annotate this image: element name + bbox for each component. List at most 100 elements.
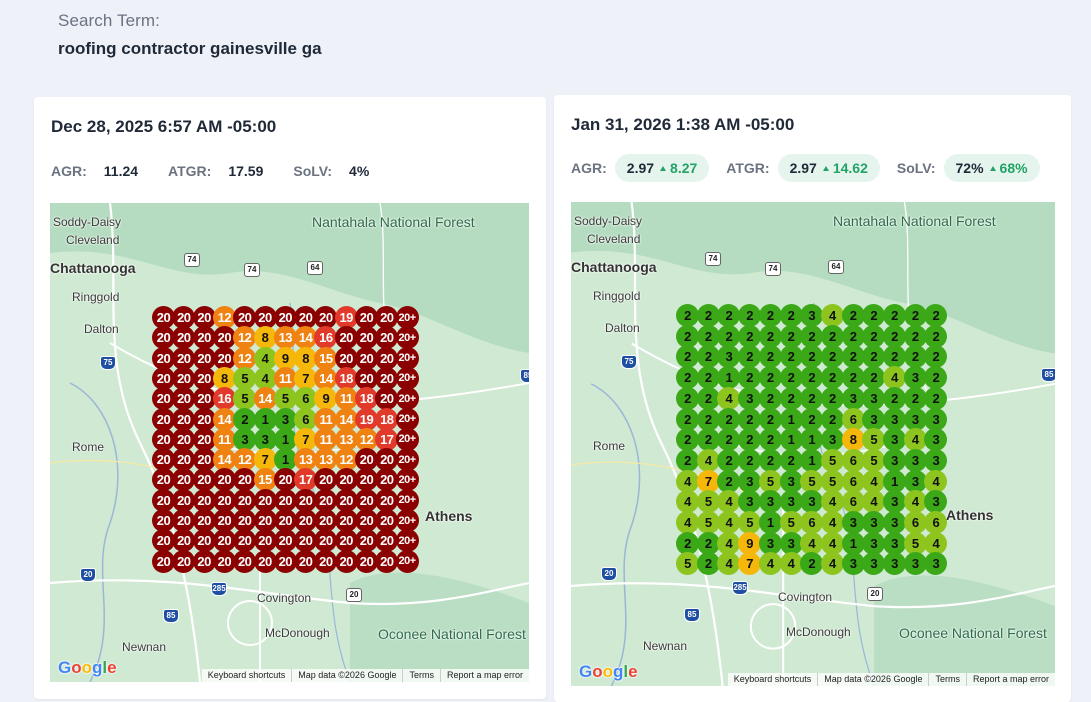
rank-pin[interactable]: 20 [294, 529, 318, 553]
rank-pin[interactable]: 20 [273, 468, 297, 492]
rank-pin[interactable]: 20 [355, 326, 378, 350]
rank-pin[interactable]: 3 [717, 345, 741, 369]
rank-pin[interactable]: 4 [903, 428, 927, 452]
rank-pin[interactable]: 4 [696, 448, 720, 472]
rank-pin[interactable]: 3 [883, 490, 906, 514]
rank-pin[interactable]: 5 [696, 490, 720, 514]
rank-pin[interactable]: 20 [152, 366, 175, 390]
rank-pin[interactable]: 4 [883, 366, 906, 390]
rank-pin[interactable]: 20 [375, 346, 399, 370]
rank-pin[interactable]: 20 [233, 468, 257, 492]
rank-pin[interactable]: 1 [883, 469, 906, 493]
rank-pin[interactable]: 20 [172, 306, 196, 329]
keyboard-shortcuts-link[interactable]: Keyboard shortcuts [733, 674, 812, 684]
rank-pin[interactable]: 14 [314, 366, 338, 390]
rank-pin[interactable]: 6 [800, 511, 824, 534]
rank-pin[interactable]: 4 [717, 511, 741, 534]
rank-pin[interactable]: 20 [152, 529, 175, 553]
rank-pin[interactable]: 5 [862, 428, 886, 452]
rank-pin[interactable]: 2 [233, 407, 257, 431]
rank-pin[interactable]: 20 [355, 529, 378, 553]
rank-pin[interactable]: 4 [779, 552, 803, 576]
rank-pin[interactable]: 3 [233, 427, 257, 451]
rank-pin[interactable]: 20 [294, 306, 318, 329]
rank-pin[interactable]: 20 [152, 468, 175, 492]
rank-pin[interactable]: 5 [233, 387, 257, 411]
rank-pin[interactable]: 9 [314, 387, 338, 411]
rank-pin[interactable]: 5 [903, 531, 927, 555]
rank-pin[interactable]: 20 [375, 488, 399, 512]
rank-pin[interactable]: 20 [375, 326, 399, 350]
rank-pin[interactable]: 3 [779, 469, 803, 493]
rank-pin[interactable]: 4 [820, 304, 844, 327]
rank-pin[interactable]: 2 [676, 304, 699, 327]
rank-pin[interactable]: 13 [314, 448, 338, 472]
rank-pin[interactable]: 2 [779, 386, 803, 410]
rank-pin[interactable]: 2 [841, 324, 865, 348]
rank-pin[interactable]: 20 [212, 488, 236, 512]
rank-pin[interactable]: 3 [862, 531, 886, 555]
rank-pin[interactable]: 3 [841, 552, 865, 576]
rank-pin[interactable]: 20 [192, 427, 216, 451]
rank-pin[interactable]: 2 [676, 386, 699, 410]
terms-link[interactable]: Terms [402, 669, 440, 682]
keyboard-shortcuts-link[interactable]: Keyboard shortcuts [207, 670, 286, 680]
rank-pin[interactable]: 20+ [395, 468, 419, 492]
rank-pin[interactable]: 2 [738, 366, 762, 390]
rank-pin[interactable]: 2 [820, 407, 844, 431]
rank-pin[interactable]: 3 [779, 490, 803, 514]
rank-pin[interactable]: 8 [294, 346, 318, 370]
rank-pin[interactable]: 20 [192, 387, 216, 411]
rank-pin[interactable]: 14 [294, 326, 318, 350]
rank-pin[interactable]: 2 [738, 428, 762, 452]
rank-pin[interactable]: 2 [717, 428, 741, 452]
rank-pin[interactable]: 20 [334, 549, 358, 573]
rank-pin[interactable]: 2 [758, 304, 782, 327]
rank-pin[interactable]: 20 [152, 326, 175, 350]
rank-pin[interactable]: 2 [924, 366, 948, 390]
rank-pin[interactable]: 20 [192, 488, 216, 512]
rank-pin[interactable]: 3 [883, 407, 906, 431]
rank-pin[interactable]: 2 [676, 531, 699, 555]
rank-pin[interactable]: 11 [314, 427, 338, 451]
rank-pin[interactable]: 4 [717, 552, 741, 576]
rank-pin[interactable]: 15 [314, 346, 338, 370]
rank-pin[interactable]: 13 [273, 326, 297, 350]
rank-pin[interactable]: 20 [212, 326, 236, 350]
rank-pin[interactable]: 12 [233, 326, 257, 350]
rank-pin[interactable]: 20 [152, 346, 175, 370]
rank-pin[interactable]: 20+ [395, 306, 419, 329]
rank-pin[interactable]: 1 [273, 427, 297, 451]
rank-pin[interactable]: 2 [820, 345, 844, 369]
rank-pin[interactable]: 20+ [395, 549, 419, 573]
rank-pin[interactable]: 7 [738, 552, 762, 576]
rank-pin[interactable]: 3 [903, 407, 927, 431]
rank-pin[interactable]: 11 [314, 407, 338, 431]
rank-pin[interactable]: 3 [738, 469, 762, 493]
rank-pin[interactable]: 20 [314, 488, 338, 512]
rank-pin[interactable]: 5 [758, 469, 782, 493]
rank-pin[interactable]: 2 [862, 304, 886, 327]
rank-pin[interactable]: 2 [883, 345, 906, 369]
rank-pin[interactable]: 20 [334, 468, 358, 492]
rank-pin[interactable]: 20 [273, 549, 297, 573]
rank-pin[interactable]: 20 [375, 306, 399, 329]
rank-pin[interactable]: 2 [738, 324, 762, 348]
rank-pin[interactable]: 4 [717, 386, 741, 410]
rank-pin[interactable]: 2 [738, 345, 762, 369]
rank-pin[interactable]: 20 [375, 387, 399, 411]
rank-pin[interactable]: 20 [212, 346, 236, 370]
rank-pin[interactable]: 20 [172, 549, 196, 573]
rank-pin[interactable]: 20 [334, 488, 358, 512]
rank-pin[interactable]: 14 [253, 387, 277, 411]
rank-pin[interactable]: 20 [273, 306, 297, 329]
rank-pin[interactable]: 14 [212, 407, 236, 431]
rank-pin[interactable]: 20+ [395, 346, 419, 370]
rank-pin[interactable]: 5 [820, 448, 844, 472]
rank-pin[interactable]: 9 [738, 531, 762, 555]
rank-pin[interactable]: 20 [253, 306, 277, 329]
rank-pin[interactable]: 19 [334, 306, 358, 329]
rank-pin[interactable]: 20 [152, 448, 175, 472]
rank-pin[interactable]: 20 [172, 448, 196, 472]
rank-pin[interactable]: 1 [779, 428, 803, 452]
